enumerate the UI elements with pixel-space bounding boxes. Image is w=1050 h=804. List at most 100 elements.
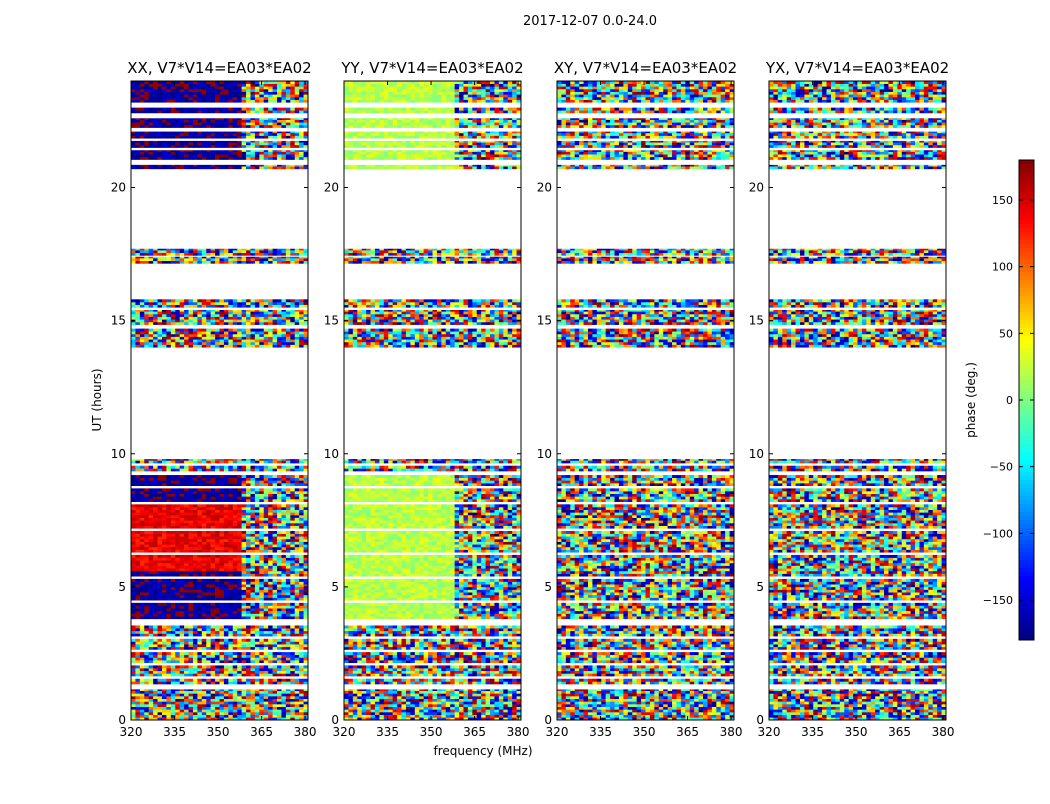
- phase-cell: [131, 142, 136, 146]
- phase-cell: [201, 96, 207, 100]
- phase-cell: [206, 504, 211, 508]
- phase-cell: [277, 633, 282, 637]
- phase-cell: [161, 605, 167, 609]
- phase-cell: [144, 533, 149, 537]
- phase-cell: [232, 459, 238, 461]
- phase-cell: [170, 546, 176, 550]
- phase-cell: [135, 625, 141, 629]
- phase-cell: [188, 507, 194, 510]
- phase-cell: [246, 344, 251, 348]
- phase-cell: [153, 94, 158, 98]
- phase-cell: [153, 154, 158, 158]
- phase-cell: [144, 164, 149, 167]
- phase-cell: [241, 568, 247, 572]
- phase-cell: [210, 319, 216, 323]
- phase-cell: [294, 504, 300, 508]
- phase-cell: [131, 690, 136, 694]
- phase-cell: [246, 696, 251, 699]
- phase-cell: [281, 546, 287, 550]
- phase-cell: [290, 538, 296, 542]
- phase-cell: [268, 568, 273, 572]
- phase-cell: [139, 131, 145, 134]
- phase-cell: [277, 144, 282, 148]
- phase-cell: [157, 344, 163, 348]
- phase-cell: [281, 328, 287, 332]
- phase-cell: [197, 499, 203, 502]
- phase-cell: [144, 714, 149, 718]
- phase-cell: [263, 336, 269, 340]
- phase-cell: [161, 499, 167, 502]
- phase-cell: [259, 135, 265, 139]
- phase-cell: [210, 496, 216, 500]
- phase-cell: [223, 652, 229, 656]
- phase-cell: [250, 488, 256, 492]
- phase-cell: [219, 538, 225, 542]
- phase-cell: [219, 581, 225, 585]
- phase-cell: [197, 654, 203, 658]
- phase-cell: [281, 536, 287, 540]
- phase-cell: [210, 646, 216, 650]
- phase-cell: [215, 706, 220, 710]
- phase-cell: [184, 483, 189, 486]
- phase-cell: [153, 670, 158, 674]
- phase-cell: [179, 118, 185, 120]
- phase-cell: [294, 714, 300, 718]
- phase-cell: [144, 565, 149, 569]
- phase-cell: [139, 299, 145, 303]
- phase-cell: [272, 673, 278, 677]
- phase-cell: [285, 616, 291, 620]
- phase-cell: [281, 605, 287, 609]
- phase-cell: [144, 704, 149, 707]
- phase-cell: [294, 541, 300, 545]
- phase-cell: [197, 493, 203, 497]
- phase-cell: [228, 493, 234, 497]
- phase-cell: [299, 507, 304, 510]
- phase-cell: [131, 613, 136, 617]
- phase-cell: [161, 166, 167, 170]
- phase-cell: [210, 693, 216, 697]
- phase-cell: [285, 480, 291, 484]
- phase-cell: [161, 304, 167, 308]
- phase-cell: [294, 313, 300, 317]
- phase-cell: [272, 533, 278, 537]
- phase-cell: [246, 570, 251, 574]
- phase-cell: [192, 557, 198, 561]
- phase-cell: [223, 709, 229, 713]
- phase-cell: [228, 693, 234, 697]
- phase-cell: [215, 459, 220, 461]
- phase-cell: [210, 704, 216, 707]
- phase-cell: [148, 512, 154, 516]
- phase-cell: [241, 319, 247, 323]
- phase-cell: [281, 166, 287, 170]
- phase-cell: [237, 570, 242, 574]
- phase-cell: [303, 646, 309, 650]
- phase-cell: [272, 584, 278, 588]
- phase-cell: [263, 299, 269, 303]
- phase-cell: [192, 94, 198, 98]
- phase-cell: [170, 301, 176, 305]
- phase-cell: [223, 608, 229, 612]
- phase-cell: [131, 717, 136, 721]
- phase-cell: [210, 525, 216, 529]
- phase-cell: [263, 514, 269, 518]
- phase-cell: [201, 533, 207, 537]
- phase-cell: [170, 156, 176, 160]
- phase-cell: [148, 549, 154, 553]
- phase-cell: [157, 124, 163, 128]
- phase-cell: [250, 670, 256, 674]
- phase-cell: [201, 131, 207, 134]
- phase-cell: [272, 701, 278, 705]
- phase-cell: [246, 633, 251, 637]
- phase-cell: [215, 578, 220, 582]
- phase-cell: [175, 252, 180, 256]
- phase-cell: [228, 252, 234, 256]
- phase-cell: [131, 549, 136, 553]
- phase-cell: [281, 309, 287, 312]
- phase-cell: [268, 594, 273, 598]
- phase-cell: [210, 99, 216, 103]
- phase-cell: [237, 546, 242, 550]
- phase-cell: [201, 525, 207, 529]
- phase-cell: [135, 701, 141, 705]
- phase-cell: [161, 541, 167, 545]
- phase-cell: [144, 712, 149, 715]
